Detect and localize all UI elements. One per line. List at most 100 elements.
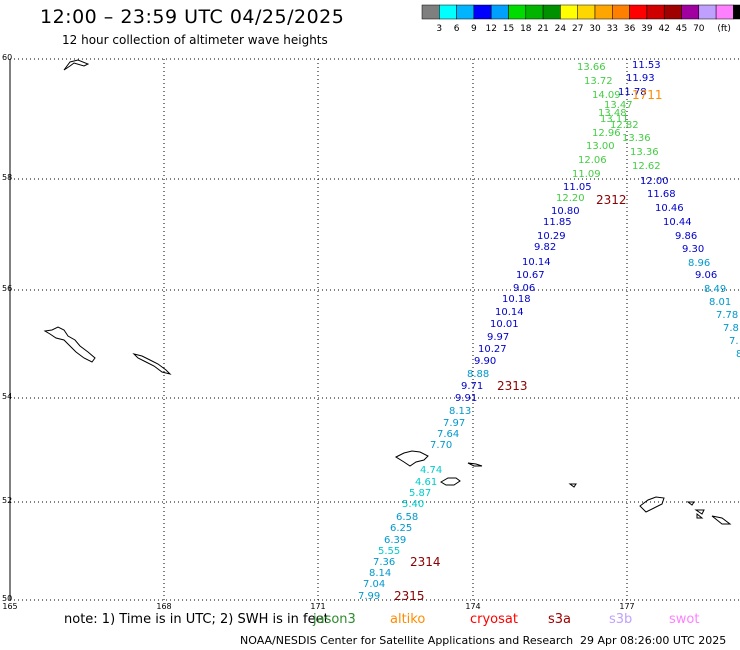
wave-height-label: 12.00	[640, 176, 669, 187]
wave-height-labels: 13.66 13.72 14.0913.4713.4813.1112.8212.96…	[358, 60, 740, 603]
legend-swatch	[421, 4, 440, 20]
wave-height-label: 4.74	[420, 465, 442, 476]
wave-height-label: 8	[736, 349, 740, 360]
legend-label: 24	[555, 24, 567, 34]
wave-height-label: 13.00	[586, 141, 615, 152]
wave-height-label: 10.44	[663, 217, 692, 228]
wave-height-label: 5.40	[402, 499, 424, 510]
legend-swatch	[490, 4, 509, 20]
legend-label: 12	[485, 24, 496, 34]
wave-height-label: 7.64	[437, 429, 459, 440]
legend-swatch	[663, 4, 682, 20]
wave-height-label: 10.18	[502, 294, 531, 305]
satellite-s3a: s3a	[548, 612, 572, 627]
coast-right-1	[639, 496, 665, 513]
legend-swatch	[456, 4, 475, 20]
satellite-altiko: altiko	[390, 612, 426, 627]
wave-height-label: 9.30	[682, 244, 704, 255]
satellite-cryosat: cryosat	[470, 612, 518, 627]
wave-height-label: 8.13	[449, 406, 471, 417]
coast-top-left	[63, 59, 90, 71]
wave-height-label: 13.47	[604, 100, 633, 111]
wave-height-label: 9.97	[487, 332, 509, 343]
legend-label: 27	[572, 24, 583, 34]
lon-tick-label: 171	[310, 602, 325, 611]
legend-label: 6	[454, 24, 460, 34]
wave-height-label: 9.86	[675, 231, 697, 242]
legend-swatch	[439, 4, 457, 20]
legend-label: 39	[641, 24, 653, 34]
wave-height-label: 6.25	[390, 523, 412, 534]
coast-kodiak	[394, 450, 429, 467]
wave-height-label: 9.06	[513, 283, 535, 294]
pass-time-label: 2314	[410, 555, 441, 569]
lat-tick-label: 56	[2, 284, 12, 293]
wave-height-label: 9.82	[534, 242, 556, 253]
wave-height-label: 8.14	[369, 568, 391, 579]
wave-height-label: 13.66	[577, 62, 606, 73]
wave-height-label: 9.90	[474, 356, 496, 367]
wave-height-label: 12.06	[578, 155, 607, 166]
generated-timestamp: 29 Apr 08:26:00 UTC 2025	[580, 634, 727, 647]
coast-right-5	[696, 512, 704, 519]
coast-attu	[43, 326, 96, 363]
legend-swatch	[612, 4, 630, 20]
legend-label: (ft)	[717, 24, 731, 34]
legend-label: 42	[658, 24, 669, 34]
wave-height-label: 14.09	[592, 90, 621, 101]
wave-height-label: 4.61	[415, 477, 437, 488]
wave-height-label: 6.39	[384, 535, 406, 546]
graticule	[9, 58, 740, 601]
wave-height-label: 8.96	[688, 258, 710, 269]
wave-height-label: 9.06	[695, 270, 717, 281]
wave-height-label: 13.48	[598, 108, 627, 119]
pass-time-label: 2313	[497, 379, 528, 393]
note-text: note: 1) Time is in UTC; 2) SWH is in fe…	[64, 612, 329, 627]
legend-label: 33	[607, 24, 618, 34]
wave-height-label: 8.49	[704, 284, 726, 295]
legend-swatch	[473, 4, 492, 20]
wave-height-label: 12.82	[610, 120, 639, 131]
wave-height-label: 11.09	[572, 169, 601, 180]
satellite-jason3: jason3	[313, 612, 356, 627]
legend-swatch	[542, 4, 561, 20]
legend-swatch	[560, 4, 578, 20]
legend-label: 70	[693, 24, 705, 34]
lon-tick-label: 177	[619, 602, 634, 611]
wave-height-label: 11.68	[647, 189, 676, 200]
lat-tick-label: 54	[2, 392, 12, 401]
color-legend: 3 6 9 12 15 18 21 24 27 30 33 36 39 42 45 70 (ft)	[421, 4, 740, 34]
wave-height-label: 10.80	[551, 206, 580, 217]
coast-right-3	[694, 509, 705, 515]
lat-tick-label: 50	[2, 594, 12, 603]
lat-tick-label: 52	[2, 496, 12, 505]
wave-height-label: 7.97	[443, 418, 465, 429]
legend-swatch	[646, 4, 665, 20]
legend-swatch	[681, 4, 700, 20]
wave-height-label: 7.8	[723, 323, 739, 334]
wave-height-label: 11.53	[632, 60, 661, 71]
wave-height-label: 13.36	[622, 133, 651, 144]
legend-swatch	[715, 4, 734, 20]
lat-tick-label: 58	[2, 173, 12, 182]
wave-height-label: 12.62	[632, 161, 661, 172]
wave-height-label: 12.96	[592, 128, 621, 139]
legend-swatch	[733, 4, 740, 20]
legend-swatch	[629, 4, 648, 20]
legend-swatch	[698, 4, 717, 20]
wave-height-label: 10.14	[522, 257, 551, 268]
wave-height-label: 11.93	[626, 73, 655, 84]
wave-height-label: 5.55	[378, 546, 400, 557]
legend-swatches	[421, 4, 740, 20]
coast-agattu	[132, 353, 172, 375]
wave-height-label: 7.04	[363, 579, 385, 590]
wave-height-label: 8.01	[709, 297, 731, 308]
wave-height-label: 10.01	[490, 319, 519, 330]
wave-height-label: 10.46	[655, 203, 684, 214]
legend-swatch	[525, 4, 544, 20]
wave-height-label: 9.91	[455, 393, 477, 404]
wave-height-label: 7.78	[716, 310, 738, 321]
wave-height-label: 11.05	[563, 182, 592, 193]
